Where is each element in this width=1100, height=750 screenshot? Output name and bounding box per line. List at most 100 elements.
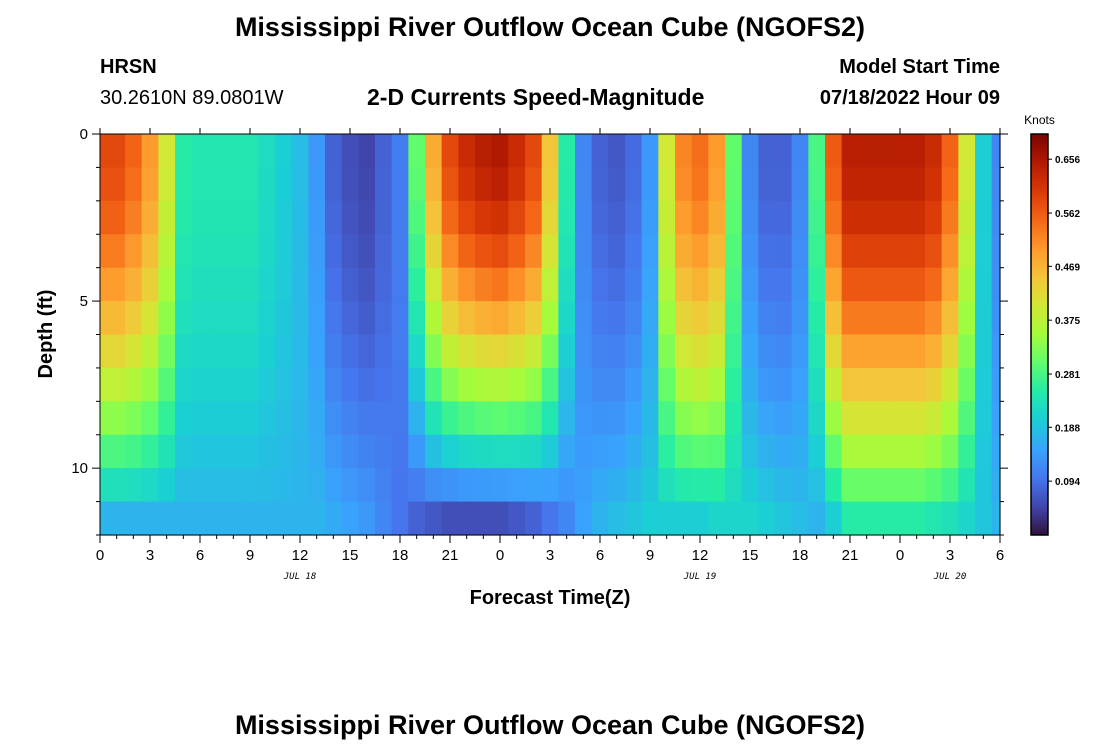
heatmap-cell (575, 200, 593, 235)
heatmap-cell (625, 501, 643, 536)
heatmap-cell (425, 267, 443, 302)
heatmap-cell (858, 267, 876, 302)
heatmap-cell (108, 501, 126, 536)
heatmap-cell (941, 134, 959, 169)
heatmap-cell (441, 200, 459, 235)
heatmap-cell (908, 134, 926, 169)
heatmap-cell (408, 301, 426, 336)
heatmap-cell (675, 401, 693, 436)
heatmap-cell (141, 501, 159, 536)
heatmap-cell (808, 200, 826, 235)
heatmap-cell (491, 301, 509, 336)
heatmap-cell (408, 501, 426, 536)
heatmap-cell (925, 134, 943, 169)
heatmap-cell (508, 401, 526, 436)
heatmap-cell (208, 401, 226, 436)
heatmap-cell (608, 367, 626, 402)
heatmap-cell (675, 501, 693, 536)
heatmap-cell (591, 200, 609, 235)
heatmap-cell (791, 434, 809, 469)
heatmap-cell (408, 167, 426, 202)
heatmap-cell (825, 301, 843, 336)
heatmap-cell (291, 367, 309, 402)
heatmap-cell (308, 134, 326, 169)
heatmap-cell (808, 367, 826, 402)
heatmap-cell (975, 367, 993, 402)
heatmap-cell (558, 200, 576, 235)
heatmap-cell (141, 167, 159, 202)
heatmap-cell (158, 167, 176, 202)
heatmap-cell (241, 267, 259, 302)
heatmap-cell (841, 468, 859, 503)
chart-title-top: Mississippi River Outflow Ocean Cube (NG… (234, 12, 866, 42)
heatmap-cell (108, 334, 126, 369)
heatmap-cell (575, 167, 593, 202)
x-tick-label: 9 (646, 547, 654, 564)
heatmap-cell (375, 434, 393, 469)
heatmap-cell (258, 267, 276, 302)
heatmap-cell (391, 401, 409, 436)
heatmap-cell (991, 434, 1001, 469)
heatmap-cell (725, 234, 743, 269)
heatmap-cell (291, 468, 309, 503)
heatmap-cell (541, 334, 559, 369)
heatmap-cell (575, 334, 593, 369)
heatmap-cell (525, 267, 543, 302)
heatmap-cell (225, 501, 243, 536)
heatmap-cell (875, 267, 893, 302)
heatmap-cell (525, 401, 543, 436)
chart-title-bottom: Mississippi River Outflow Ocean Cube (NG… (234, 710, 866, 740)
heatmap-cell (341, 301, 359, 336)
heatmap-cell (258, 367, 276, 402)
heatmap-cell (641, 267, 659, 302)
heatmap-cell (158, 501, 176, 536)
heatmap-cell (641, 301, 659, 336)
heatmap-cell (325, 267, 343, 302)
x-tick-label: 3 (546, 547, 554, 564)
heatmap-cell (100, 501, 109, 536)
heatmap-cell (275, 468, 293, 503)
heatmap-cell (241, 334, 259, 369)
heatmap-cell (875, 434, 893, 469)
heatmap-cell (958, 434, 976, 469)
heatmap-cell (891, 167, 909, 202)
heatmap-cell (100, 167, 109, 202)
heatmap-cell (491, 468, 509, 503)
heatmap-cell (658, 167, 676, 202)
heatmap-cell (391, 367, 409, 402)
heatmap-cell (925, 367, 943, 402)
heatmap-cell (508, 234, 526, 269)
heatmap-cell (375, 301, 393, 336)
heatmap-cell (441, 234, 459, 269)
heatmap-cell (608, 434, 626, 469)
heatmap-cell (908, 468, 926, 503)
heatmap-cell (158, 134, 176, 169)
heatmap-cell (908, 501, 926, 536)
heatmap-cell (525, 167, 543, 202)
heatmap-cell (825, 334, 843, 369)
heatmap-cell (658, 200, 676, 235)
heatmap-cell (541, 367, 559, 402)
heatmap-cell (625, 267, 643, 302)
heatmap-cell (541, 401, 559, 436)
heatmap-cell (108, 434, 126, 469)
heatmap-cell (558, 468, 576, 503)
heatmap-cell (991, 401, 1001, 436)
heatmap-cell (758, 134, 776, 169)
heatmap-cell (891, 134, 909, 169)
heatmap-cell (558, 367, 576, 402)
heatmap-cell (891, 334, 909, 369)
heatmap-cell (608, 200, 626, 235)
heatmap-cell (258, 334, 276, 369)
heatmap-cell (208, 301, 226, 336)
heatmap-cell (575, 401, 593, 436)
heatmap-cell (508, 334, 526, 369)
heatmap-cell (758, 301, 776, 336)
heatmap-cell (625, 167, 643, 202)
heatmap-cell (758, 267, 776, 302)
heatmap-cell (175, 267, 193, 302)
x-tick-label: 3 (146, 547, 154, 564)
heatmap-cell (458, 334, 476, 369)
heatmap-cell (908, 167, 926, 202)
heatmap-cell (791, 367, 809, 402)
